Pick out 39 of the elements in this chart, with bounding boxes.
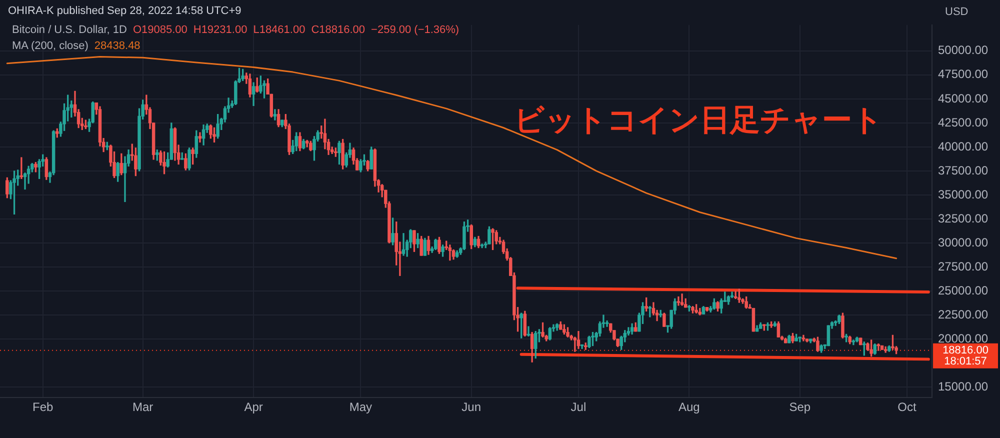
y-tick-label: 32500.00 xyxy=(938,211,988,226)
annotation: ビットコイン日足チャート xyxy=(514,102,883,140)
x-tick-label: Feb xyxy=(32,400,54,414)
annotation: H19231.00 xyxy=(193,24,248,36)
y-tick-label: 15000.00 xyxy=(938,379,988,394)
y-tick-label: 37500.00 xyxy=(938,163,988,178)
x-tick-label: Oct xyxy=(898,400,917,414)
x-tick-label: Jul xyxy=(570,400,586,414)
y-axis-title: USD xyxy=(945,6,968,18)
y-tick-label: 42500.00 xyxy=(938,115,988,130)
ref-line-label: 18816.00 xyxy=(942,344,988,356)
y-tick-label: 35000.00 xyxy=(938,187,988,202)
annotation: C18816.00 xyxy=(311,24,366,36)
series-label: MA (200, close) xyxy=(12,40,88,52)
x-tick-label: Aug xyxy=(678,400,700,414)
candlestick xyxy=(676,296,680,306)
y-tick-label: 47500.00 xyxy=(938,67,988,82)
y-tick-label: 50000.00 xyxy=(938,43,988,58)
y-tick-label: 30000.00 xyxy=(938,235,988,250)
y-tick-label: 40000.00 xyxy=(938,139,988,154)
x-tick-label: Jun xyxy=(462,400,482,414)
annotation: 28438.48 xyxy=(94,40,140,52)
annotation: L18461.00 xyxy=(253,24,306,36)
y-tick-label: 22500.00 xyxy=(938,307,988,322)
y-tick-label: 25000.00 xyxy=(938,283,988,298)
chart-title: OHIRA-K published Sep 28, 2022 14:58 UTC+9 xyxy=(8,5,242,17)
x-tick-label: Mar xyxy=(132,400,154,414)
x-tick-label: Apr xyxy=(244,400,263,414)
text: 18:01:57 xyxy=(944,355,987,368)
annotation: O19085.00 xyxy=(132,24,188,36)
chart-subtitle: Bitcoin / U.S. Dollar, 1D xyxy=(12,24,127,36)
annotation: −259.00 (−1.36%) xyxy=(371,24,460,36)
x-tick-label: Sep xyxy=(789,400,811,414)
candlestick xyxy=(402,233,406,256)
x-tick-label: May xyxy=(349,400,372,414)
y-tick-label: 45000.00 xyxy=(938,91,988,106)
candlestick xyxy=(448,244,452,261)
y-tick-label: 27500.00 xyxy=(938,259,988,274)
y-tick-label: 20000.00 xyxy=(938,331,988,346)
